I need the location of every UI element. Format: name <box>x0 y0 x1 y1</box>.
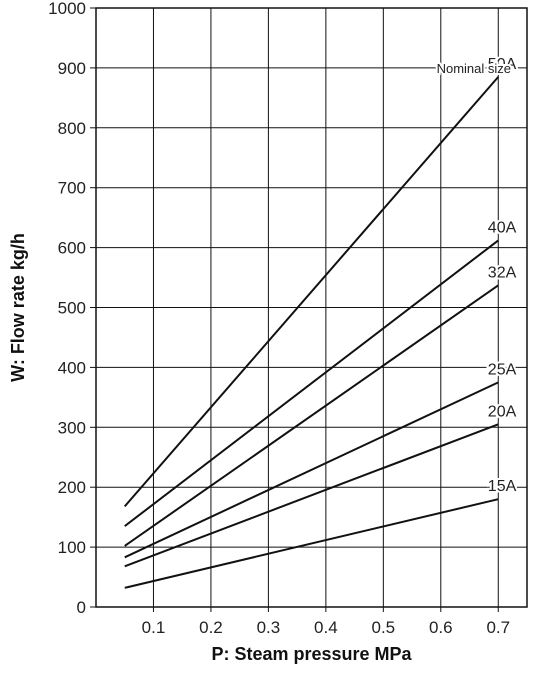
y-tick-label: 400 <box>58 358 86 377</box>
series-label-15a: 15A <box>488 478 517 495</box>
y-axis-title: W: Flow rate kg/h <box>8 233 28 382</box>
x-axis-ticks: 0.1 0.2 0.3 0.4 0.5 0.6 0.7 <box>142 607 510 637</box>
x-tick-label: 0.6 <box>429 618 453 637</box>
x-tick-label: 0.5 <box>372 618 396 637</box>
series-line-50a <box>123 76 500 508</box>
series-labels: 50A 40A 32A 25A 20A 15A <box>486 54 519 497</box>
grid <box>96 8 527 607</box>
y-tick-label: 300 <box>58 418 86 437</box>
y-axis-ticks: 0 100 200 300 400 500 600 700 800 900 1000 <box>48 0 96 617</box>
y-tick-label: 0 <box>77 598 86 617</box>
series-line-25a <box>124 381 499 559</box>
y-tick-label: 900 <box>58 59 86 78</box>
x-tick-label: 0.1 <box>142 618 166 637</box>
y-tick-label: 1000 <box>48 0 86 18</box>
y-tick-label: 100 <box>58 538 86 557</box>
x-tick-label: 0.2 <box>199 618 223 637</box>
x-tick-label: 0.7 <box>486 618 510 637</box>
series-line-40a <box>124 239 499 527</box>
series-label-20a: 20A <box>488 403 517 420</box>
y-tick-label: 700 <box>58 179 86 198</box>
legend-title: Nominal size <box>437 61 511 76</box>
series-label-32a: 32A <box>488 264 517 281</box>
series-line-32a <box>124 284 499 547</box>
series-lines <box>123 76 500 589</box>
series-line-20a <box>124 423 499 568</box>
y-tick-label: 500 <box>58 299 86 318</box>
y-tick-label: 800 <box>58 119 86 138</box>
y-tick-label: 200 <box>58 478 86 497</box>
x-tick-label: 0.4 <box>314 618 338 637</box>
y-tick-label: 600 <box>58 239 86 258</box>
x-tick-label: 0.3 <box>257 618 281 637</box>
series-label-50a: 50A <box>488 56 517 73</box>
series-line-15a <box>124 498 499 589</box>
series-label-40a: 40A <box>488 219 517 236</box>
series-label-25a: 25A <box>488 361 517 378</box>
x-axis-title: P: Steam pressure MPa <box>211 644 412 664</box>
